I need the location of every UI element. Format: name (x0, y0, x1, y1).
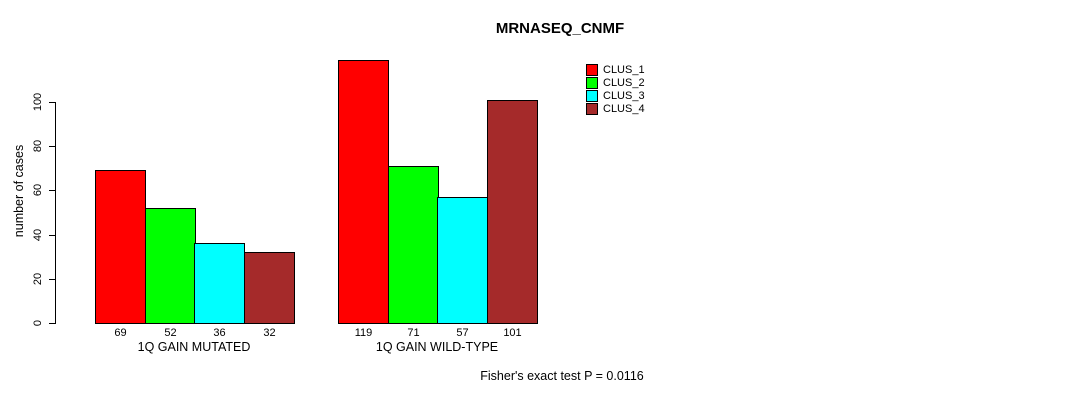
legend-label: CLUS_1 (603, 64, 645, 77)
legend-swatch-icon (586, 90, 598, 103)
bar-clus_4-group2 (487, 99, 538, 324)
legend-swatch-icon (586, 77, 598, 90)
bar-value-label: 57 (456, 327, 469, 339)
legend-label: CLUS_2 (603, 77, 645, 90)
legend-swatch-icon (586, 103, 598, 116)
bar-clus_3-group1 (194, 243, 245, 324)
legend-label: CLUS_3 (603, 90, 645, 103)
group-label: 1Q GAIN WILD-TYPE (375, 340, 499, 354)
bar-value-label: 71 (407, 327, 420, 339)
legend-label: CLUS_4 (603, 103, 645, 116)
y-tick-label: 100 (32, 92, 44, 111)
bar-clus_1-group1 (95, 170, 146, 324)
y-tick-mark (49, 278, 55, 280)
y-tick-mark (49, 146, 55, 147)
y-axis-line (55, 101, 56, 324)
group-label: 1Q GAIN MUTATED (137, 340, 251, 354)
y-tick-label: 0 (32, 319, 44, 327)
bar-value-label: 119 (354, 327, 373, 339)
y-tick-label: 20 (32, 272, 44, 285)
bar-value-label: 101 (503, 327, 522, 339)
bar-clus_4-group1 (244, 252, 295, 324)
y-tick-label: 60 (32, 184, 44, 197)
bar-clus_1-group2 (338, 59, 389, 324)
bar-clus_2-group2 (388, 165, 439, 324)
legend-item-clus_1: CLUS_1 (586, 64, 645, 77)
legend-item-clus_3: CLUS_3 (586, 90, 645, 103)
bar-clus_3-group2 (437, 196, 488, 324)
legend-item-clus_4: CLUS_4 (586, 103, 645, 116)
chart-title: MRNASEQ_CNMF (495, 20, 625, 37)
fisher-test-annotation: Fisher's exact test P = 0.0116 (480, 369, 644, 383)
y-tick-mark (49, 323, 55, 324)
y-tick-mark (49, 190, 55, 192)
legend-item-clus_2: CLUS_2 (586, 77, 645, 90)
y-tick-label: 80 (32, 139, 44, 153)
bar-value-label: 36 (213, 327, 226, 339)
bar-value-label: 52 (164, 327, 177, 339)
bar-value-label: 69 (114, 327, 127, 339)
legend-swatch-icon (586, 64, 598, 77)
y-tick-mark (49, 234, 55, 236)
bar-clus_2-group1 (145, 207, 196, 324)
y-tick-mark (49, 101, 55, 103)
legend: CLUS_1 CLUS_2 CLUS_3 CLUS_4 (586, 64, 645, 116)
bar-value-label: 32 (263, 327, 276, 339)
y-tick-label: 40 (32, 228, 44, 241)
